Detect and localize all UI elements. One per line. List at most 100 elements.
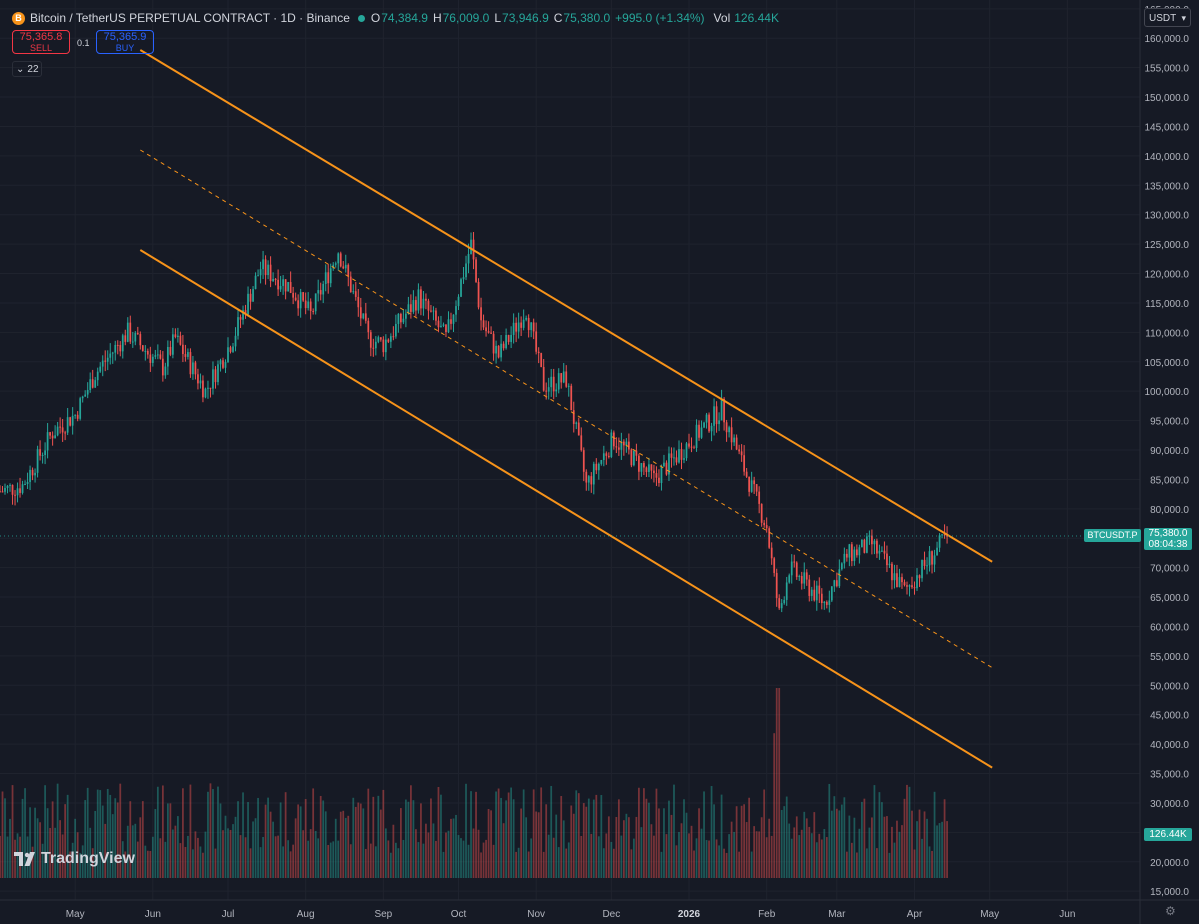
candle-body xyxy=(848,544,851,558)
candle-body xyxy=(557,373,560,390)
sell-button[interactable]: 75,365.8 SELL xyxy=(12,30,70,54)
candle-body xyxy=(427,300,430,311)
candle-body xyxy=(279,285,282,290)
candle-body xyxy=(720,398,723,421)
volume-bar xyxy=(946,821,948,878)
volume-bar xyxy=(653,835,655,878)
candle-body xyxy=(612,432,615,447)
low-value: 73,946.9 xyxy=(502,11,549,25)
candle-body xyxy=(592,463,595,485)
candle-body xyxy=(247,293,249,315)
volume-bar xyxy=(337,840,340,878)
volume-bar xyxy=(520,808,523,878)
candle-body xyxy=(106,357,109,362)
volume-bar xyxy=(392,824,395,878)
volume-bar xyxy=(447,830,450,878)
volume-bar xyxy=(906,784,908,878)
candle-body xyxy=(455,306,457,315)
candle-body xyxy=(843,553,846,564)
candle-body xyxy=(487,331,490,333)
candle-body xyxy=(16,488,19,496)
y-tick-label: 120,000.0 xyxy=(1145,270,1190,281)
channel-line-lower[interactable] xyxy=(139,249,993,769)
y-tick-label: 20,000.0 xyxy=(1150,858,1189,869)
volume-bar xyxy=(532,789,535,878)
candle-body xyxy=(490,332,492,334)
volume-bar xyxy=(71,842,74,878)
volume-bar xyxy=(179,843,182,878)
candle-body xyxy=(24,484,26,486)
candle-body xyxy=(422,298,425,309)
volume-bar xyxy=(597,836,600,878)
volume-bar xyxy=(161,785,164,878)
volume-bar xyxy=(780,809,783,878)
candle-body xyxy=(668,453,670,475)
candle-body xyxy=(425,298,427,301)
x-tick-label: Apr xyxy=(907,909,923,920)
currency-value: USDT xyxy=(1149,13,1177,24)
volume-bar xyxy=(324,811,327,878)
candle-body xyxy=(628,441,630,450)
volume-bar xyxy=(497,788,500,878)
candle-body xyxy=(783,599,786,604)
candle-body xyxy=(540,353,543,367)
candle-body xyxy=(620,441,623,450)
volume-bar xyxy=(587,798,590,878)
volume-bar xyxy=(645,798,648,878)
volume-bar xyxy=(557,847,560,878)
candle-body xyxy=(46,432,49,451)
volume-bar xyxy=(933,791,936,878)
candle-body xyxy=(192,362,194,375)
volume-bar xyxy=(329,842,332,878)
volume-bar xyxy=(322,800,325,878)
candle-body xyxy=(941,534,943,536)
volume-bar xyxy=(6,836,9,878)
volume-bar xyxy=(24,788,26,878)
candle-body xyxy=(768,528,771,548)
candle-body xyxy=(825,601,828,605)
volume-bar xyxy=(495,791,497,878)
settings-gear-icon[interactable]: ⚙ xyxy=(1165,904,1176,918)
buy-button[interactable]: 75,365.9 BUY xyxy=(96,30,154,54)
y-tick-label: 135,000.0 xyxy=(1145,181,1190,192)
candle-body xyxy=(164,366,167,376)
candle-body xyxy=(74,414,77,416)
volume-bar xyxy=(420,803,422,878)
currency-select[interactable]: USDT ▾ xyxy=(1144,8,1191,27)
volume-bar xyxy=(362,808,365,878)
volume-bar xyxy=(803,811,806,878)
volume-bar xyxy=(279,802,282,878)
volume-bar xyxy=(289,851,292,878)
candle-body xyxy=(690,446,693,448)
indicators-toggle[interactable]: ⌄ 22 xyxy=(12,61,42,77)
channel-line-middle[interactable] xyxy=(140,149,993,669)
candle-body xyxy=(931,551,933,565)
volume-bar xyxy=(728,834,730,878)
candle-body xyxy=(738,449,740,452)
volume-bar xyxy=(901,825,903,878)
volume-bar xyxy=(848,815,851,878)
candle-body xyxy=(299,292,302,309)
x-tick-label: Feb xyxy=(758,909,776,920)
candle-body xyxy=(289,282,292,293)
candle-body xyxy=(71,415,74,426)
symbol-header: B Bitcoin / TetherUS PERPETUAL CONTRACT … xyxy=(12,9,784,27)
symbol-title[interactable]: Bitcoin / TetherUS PERPETUAL CONTRACT · … xyxy=(30,11,350,25)
volume-bar xyxy=(282,846,284,878)
volume-bar xyxy=(36,818,39,878)
volume-bar xyxy=(387,840,390,878)
tradingview-logo[interactable]: TradingView xyxy=(14,850,135,868)
volume-bar xyxy=(575,790,578,878)
candle-body xyxy=(141,345,144,352)
candle-body xyxy=(808,579,811,596)
candle-body xyxy=(622,441,625,446)
volume-bar xyxy=(384,828,387,878)
volume-bar xyxy=(500,797,502,878)
candle-body xyxy=(374,341,377,349)
channel-line-upper[interactable] xyxy=(139,49,993,563)
candle-body xyxy=(64,432,67,434)
candle-body xyxy=(725,422,728,433)
candle-body xyxy=(159,354,162,359)
candle-body xyxy=(630,449,633,466)
